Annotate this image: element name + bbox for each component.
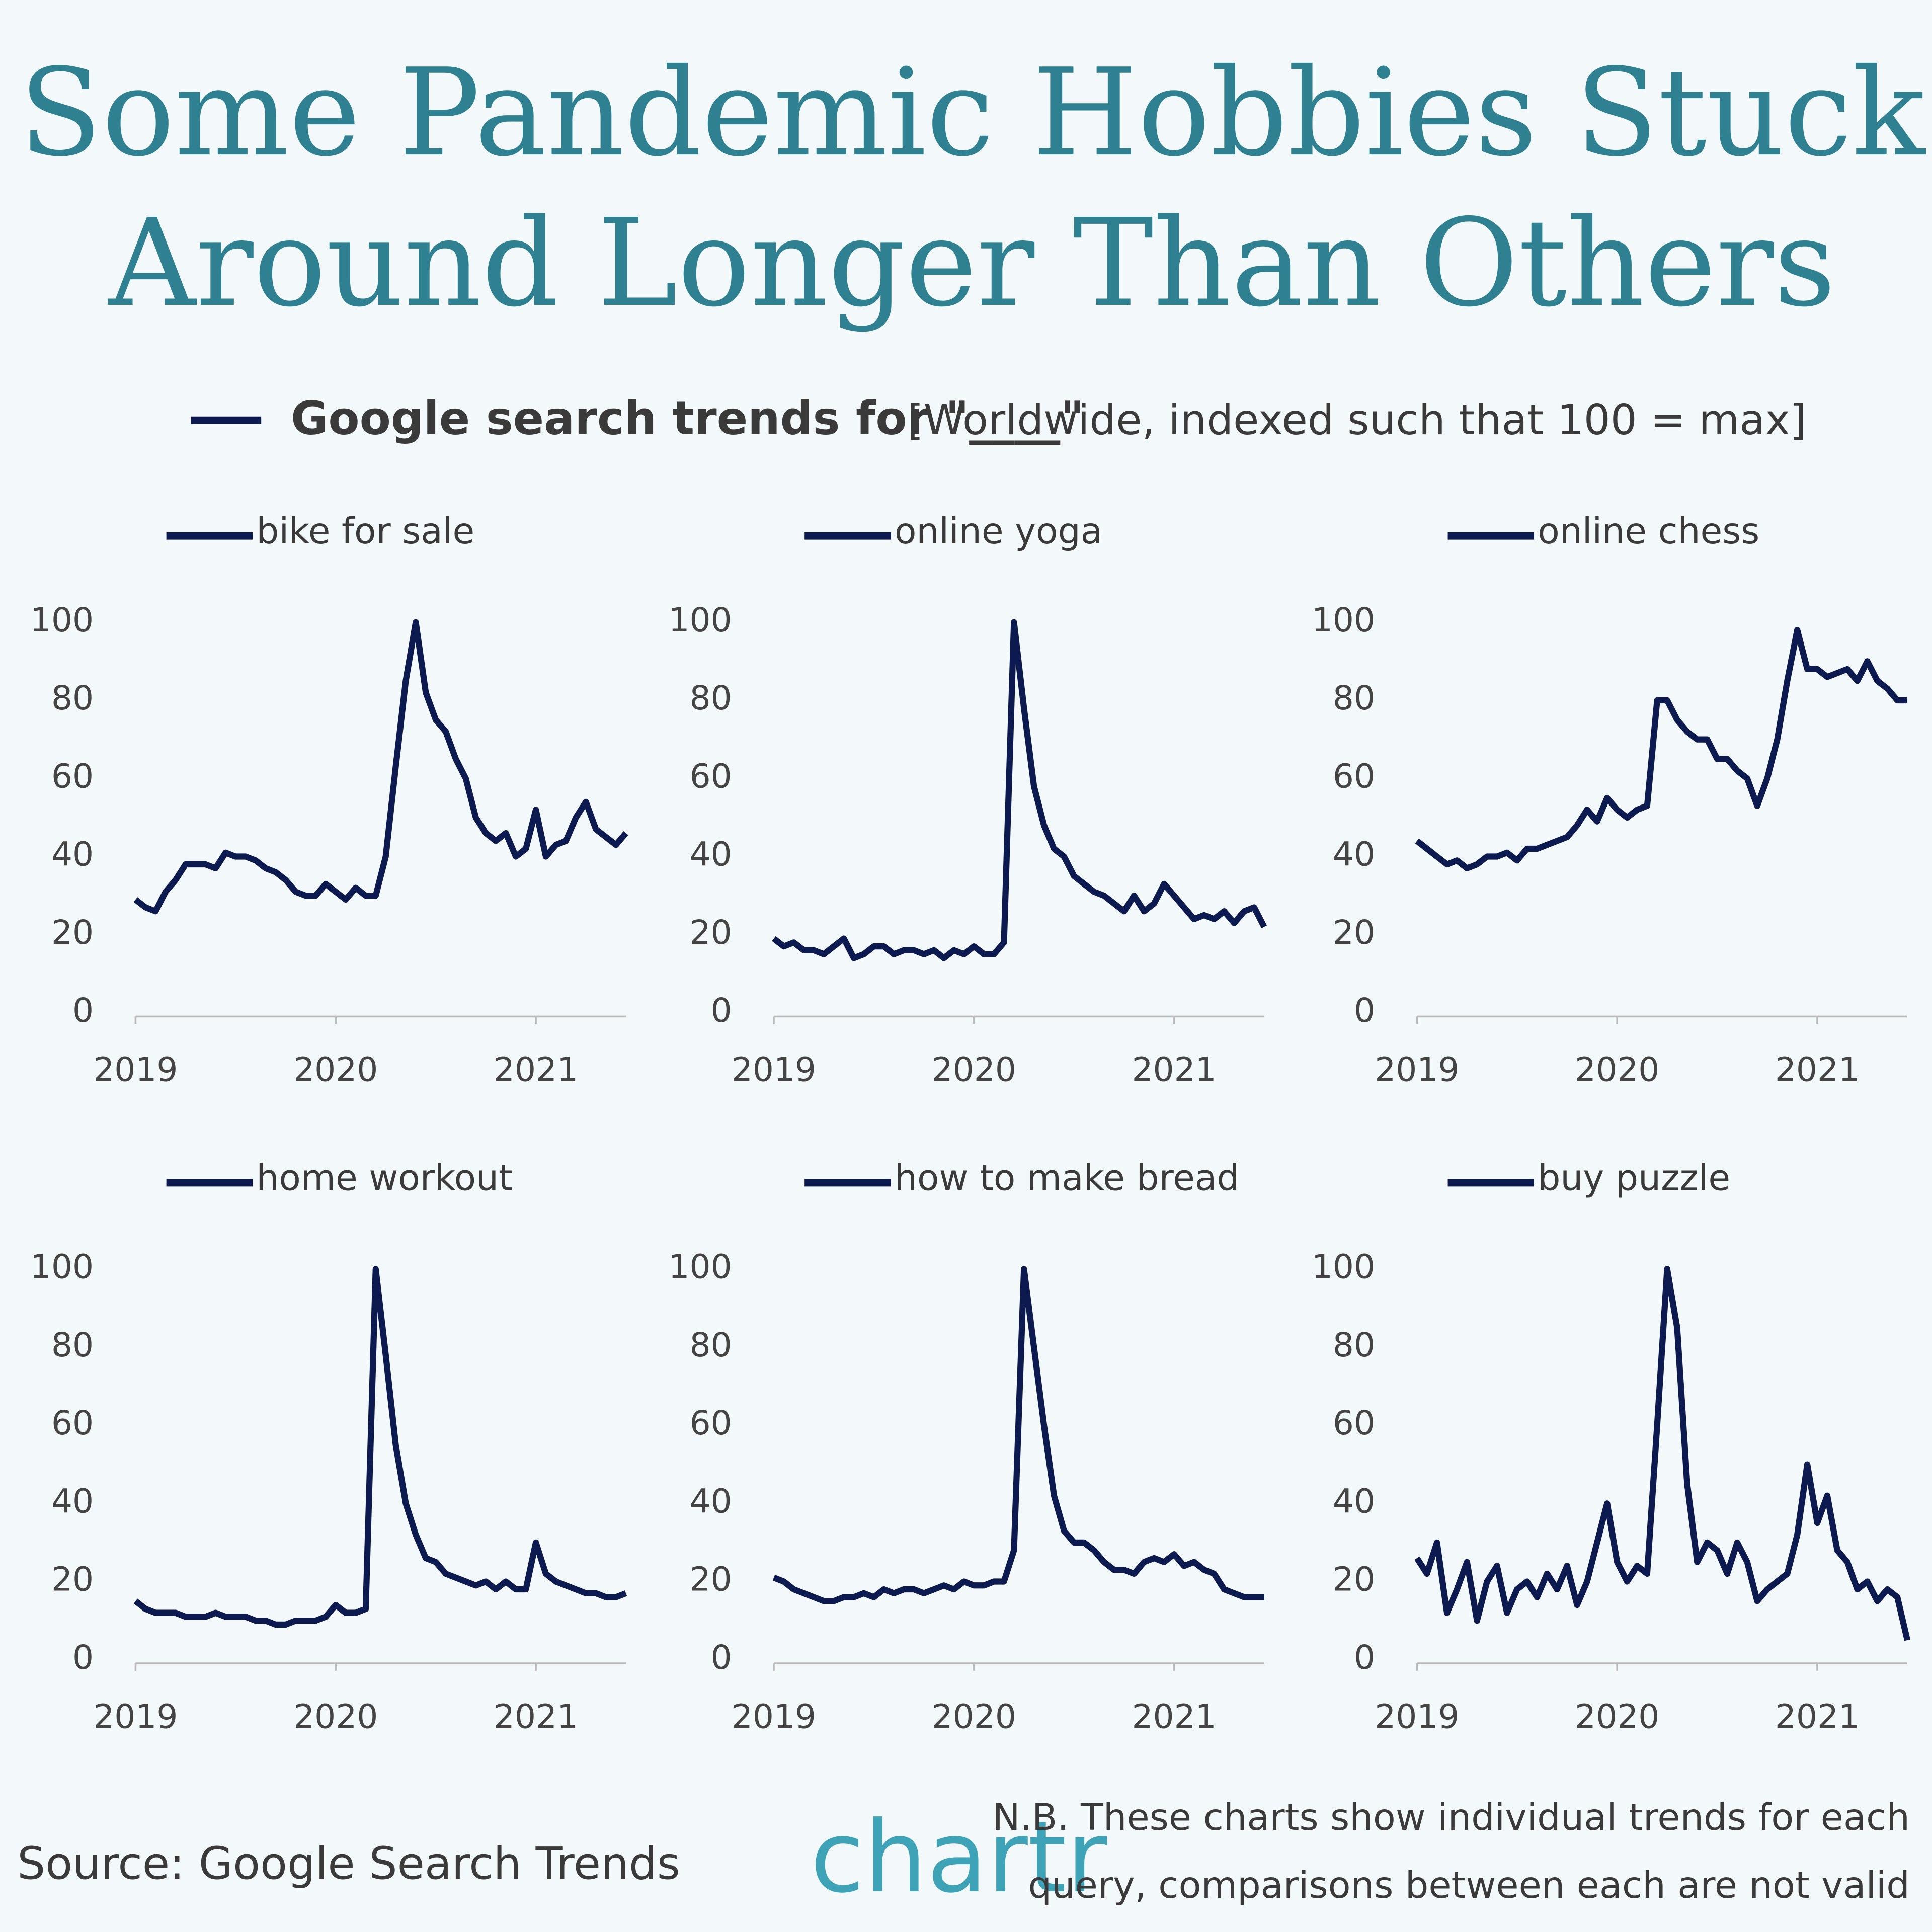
x-tick-label: 2019 <box>93 1697 178 1736</box>
series-line <box>133 619 628 915</box>
y-tick-label: 100 <box>1312 601 1375 639</box>
legend-label: bike for sale <box>256 510 474 552</box>
y-tick-label: 60 <box>1333 757 1375 795</box>
y-tick-label: 0 <box>711 1638 732 1677</box>
y-tick-label: 80 <box>1333 1326 1375 1364</box>
legend-label: how to make bread <box>895 1157 1240 1199</box>
x-tick-label: 2019 <box>1375 1697 1459 1736</box>
x-tick-label: 2020 <box>932 1697 1016 1736</box>
x-tick-label: 2021 <box>494 1697 578 1736</box>
y-tick-label: 0 <box>711 991 732 1030</box>
title-line: Some Pandemic Hobbies Stuck <box>19 42 1926 183</box>
logo: chartr <box>810 1800 1107 1915</box>
y-tick-label: 40 <box>51 1482 94 1520</box>
y-tick-label: 60 <box>690 757 732 795</box>
x-tick-label: 2019 <box>93 1051 178 1089</box>
y-tick-label: 80 <box>690 1326 732 1364</box>
x-tick-label: 2019 <box>1375 1051 1459 1089</box>
x-tick-label: 2020 <box>293 1051 378 1089</box>
y-tick-label: 80 <box>1333 679 1375 717</box>
y-tick-label: 40 <box>1333 835 1375 874</box>
series-line <box>1414 1266 1910 1641</box>
x-tick-label: 2021 <box>1775 1051 1860 1089</box>
legend-label: Google search trends for "____" <box>291 392 1084 445</box>
y-tick-label: 100 <box>30 1248 94 1286</box>
y-tick-label: 40 <box>51 835 94 874</box>
x-tick-label: 2021 <box>1132 1697 1217 1736</box>
y-tick-label: 100 <box>30 601 94 639</box>
x-tick-label: 2020 <box>1575 1697 1659 1736</box>
y-tick-label: 100 <box>1312 1248 1375 1286</box>
x-tick-label: 2020 <box>293 1697 378 1736</box>
x-tick-label: 2019 <box>732 1051 816 1089</box>
y-tick-label: 60 <box>1333 1404 1375 1442</box>
legend-label: buy puzzle <box>1538 1157 1730 1199</box>
y-tick-label: 60 <box>51 757 94 795</box>
y-tick-label: 20 <box>690 913 732 952</box>
legend-label: online chess <box>1538 510 1759 552</box>
x-tick-label: 2019 <box>732 1697 816 1736</box>
y-tick-label: 60 <box>690 1404 732 1442</box>
y-tick-label: 20 <box>1333 1560 1375 1599</box>
series-line <box>1415 627 1908 871</box>
x-tick-label: 2020 <box>1575 1051 1659 1089</box>
y-tick-label: 20 <box>51 1560 94 1599</box>
y-tick-label: 40 <box>690 835 732 874</box>
y-tick-label: 0 <box>72 1638 94 1677</box>
y-tick-label: 100 <box>669 601 732 639</box>
subtitle: [Worldwide, indexed such that 100 = max] <box>907 395 1806 444</box>
series-line <box>772 619 1267 961</box>
y-tick-label: 100 <box>669 1248 732 1286</box>
y-tick-label: 40 <box>1333 1482 1375 1520</box>
note-line: query, comparisons between each are not … <box>1028 1864 1910 1907</box>
y-tick-label: 40 <box>690 1482 732 1520</box>
legend-label: home workout <box>256 1157 513 1199</box>
series-line <box>133 1266 627 1628</box>
x-tick-label: 2021 <box>1132 1051 1217 1089</box>
x-tick-label: 2020 <box>932 1051 1016 1089</box>
source: Source: Google Search Trends <box>17 1838 680 1890</box>
y-tick-label: 0 <box>72 991 94 1030</box>
y-tick-label: 20 <box>51 913 94 952</box>
note-line: N.B. These charts show individual trends… <box>993 1796 1910 1839</box>
x-tick-label: 2021 <box>1775 1697 1860 1736</box>
y-tick-label: 0 <box>1354 1638 1375 1677</box>
y-tick-label: 80 <box>51 1326 94 1364</box>
series-line <box>772 1266 1264 1604</box>
y-tick-label: 20 <box>690 1560 732 1599</box>
y-tick-label: 80 <box>690 679 732 717</box>
y-tick-label: 60 <box>51 1404 94 1442</box>
legend-label: online yoga <box>895 510 1102 552</box>
y-tick-label: 0 <box>1354 991 1375 1030</box>
y-tick-label: 20 <box>1333 913 1375 952</box>
x-tick-label: 2021 <box>494 1051 578 1089</box>
y-tick-label: 80 <box>51 679 94 717</box>
title-line: Around Longer Than Others <box>108 193 1836 334</box>
